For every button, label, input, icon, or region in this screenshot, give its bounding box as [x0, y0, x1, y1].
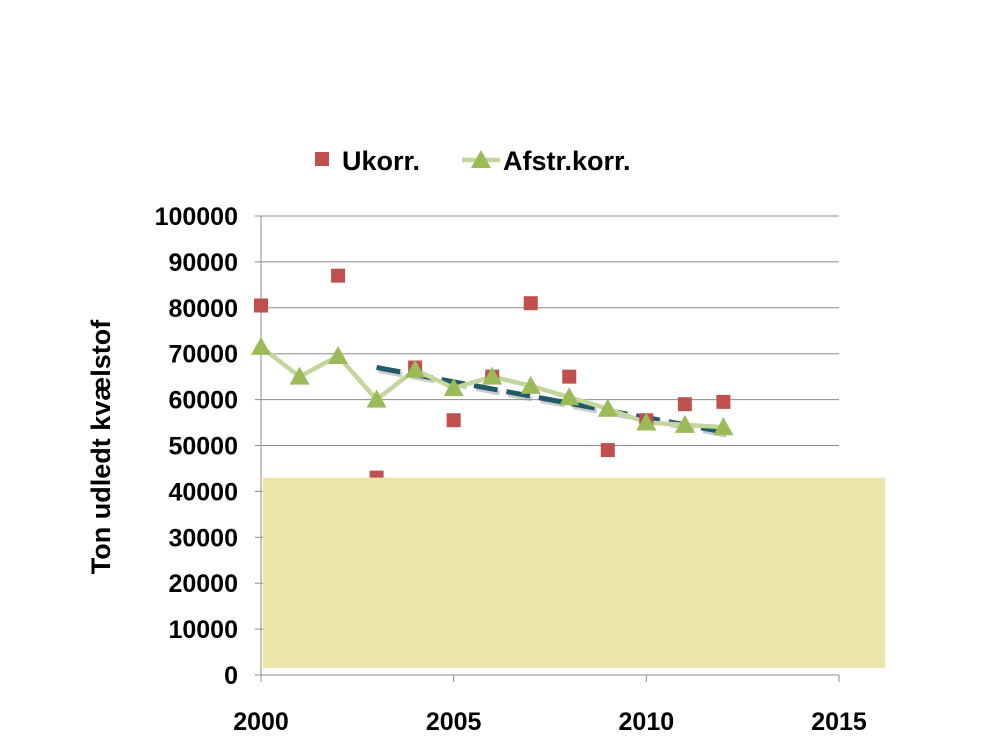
y-tick-label: 70000 [168, 341, 238, 369]
point-afstr-korr [251, 336, 271, 355]
legend-marker-afstr-korr [471, 150, 491, 168]
point-afstr-korr [559, 387, 580, 406]
point-ukorr [446, 413, 461, 428]
point-ukorr [523, 296, 538, 311]
y-tick-labels: 0 10000 20000 30000 40000 50000 60000 70000 8000… [155, 203, 238, 690]
point-ukorr [331, 268, 346, 283]
y-tick-label: 50000 [168, 433, 238, 461]
point-afstr-korr [520, 375, 541, 394]
point-afstr-korr [289, 366, 310, 385]
overlay-box [263, 477, 886, 669]
legend-label-ukorr: Ukorr. [342, 146, 420, 176]
x-tick-label: 2000 [233, 708, 289, 736]
legend: Ukorr. Afstr.korr. [315, 146, 631, 176]
x-tick-label: 2015 [811, 708, 867, 736]
y-tick-label: 0 [224, 662, 238, 690]
y-tick-label: 60000 [168, 387, 238, 415]
point-ukorr [562, 369, 577, 384]
y-tick-label: 40000 [168, 478, 238, 506]
point-ukorr [600, 443, 615, 458]
point-afstr-korr [713, 417, 734, 436]
point-afstr-korr [405, 359, 426, 378]
point-afstr-korr [674, 414, 695, 433]
axes [255, 215, 840, 682]
point-ukorr [254, 298, 268, 313]
y-axis-title: Ton udledt kvælstof [86, 319, 116, 575]
y-tick-label: 30000 [168, 524, 238, 552]
overlay-group [263, 477, 886, 669]
point-afstr-korr [366, 389, 387, 408]
y-tick-label: 80000 [168, 295, 238, 323]
y-tick-label: 100000 [155, 203, 238, 231]
legend-label-afstr-korr: Afstr.korr. [503, 146, 631, 176]
y-tick-label: 90000 [168, 249, 238, 277]
series-group [251, 268, 734, 485]
point-afstr-korr [328, 345, 349, 364]
point-afstr-korr [597, 398, 618, 417]
y-tick-label: 10000 [168, 616, 238, 644]
point-afstr-korr [636, 412, 657, 431]
legend-marker-ukorr [315, 152, 329, 166]
point-afstr-korr [482, 366, 503, 385]
x-tick-labels: 2000 2005 2010 2015 [233, 708, 867, 736]
point-afstr-korr [443, 378, 464, 397]
x-tick-label: 2005 [426, 708, 482, 736]
point-ukorr [677, 397, 692, 412]
y-tick-label: 20000 [168, 570, 238, 598]
x-tick-label: 2010 [619, 708, 675, 736]
point-ukorr [716, 394, 731, 409]
